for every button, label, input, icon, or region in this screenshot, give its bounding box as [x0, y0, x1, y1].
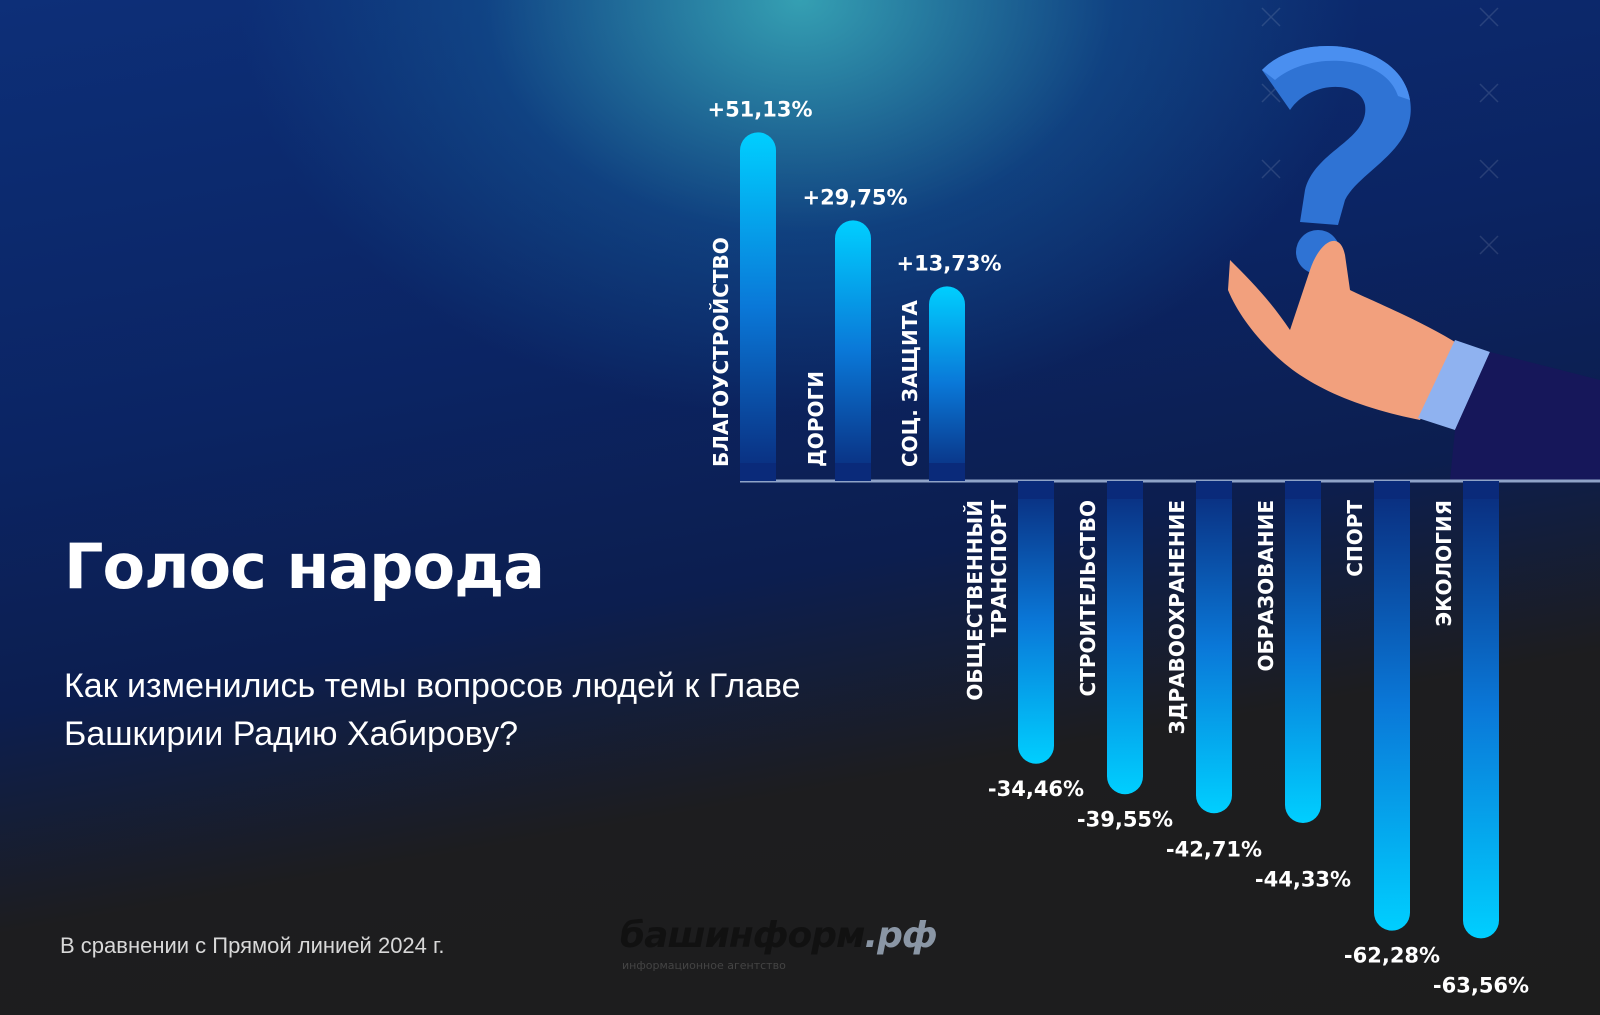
value-label: -42,71% — [1166, 837, 1262, 861]
decor-crosses — [1261, 7, 1499, 255]
bar — [929, 286, 965, 481]
question-hand-illustration — [1228, 46, 1600, 480]
watermark-name: башинформ — [620, 915, 865, 956]
category-label: ДОРОГИ — [804, 371, 828, 467]
bar-base — [1374, 481, 1410, 499]
category-label: СТРОИТЕЛЬСТВО — [1076, 500, 1100, 696]
value-label: -34,46% — [988, 777, 1084, 801]
bar-base — [1463, 481, 1499, 499]
hand — [1228, 240, 1460, 420]
bar-base — [835, 463, 871, 481]
category-label: ЭКОЛОГИЯ — [1432, 500, 1456, 627]
bar — [1374, 481, 1410, 931]
bar — [835, 220, 871, 481]
category-label: ЗДРАВООХРАНЕНИЕ — [1165, 500, 1189, 735]
category-label: БЛАГОУСТРОЙСТВО — [709, 237, 733, 467]
sleeve — [1450, 352, 1600, 480]
question-mark-icon — [1262, 46, 1411, 225]
value-label: -44,33% — [1255, 867, 1351, 891]
bar-base — [929, 463, 965, 481]
bar-base — [740, 463, 776, 481]
bar-base — [1196, 481, 1232, 499]
bar-base — [1285, 481, 1321, 499]
value-label: -62,28% — [1344, 944, 1440, 968]
value-label: +13,73% — [896, 251, 1001, 275]
category-label: СОЦ. ЗАЩИТА — [898, 300, 922, 467]
bar-base — [1107, 481, 1143, 499]
cuff — [1418, 340, 1490, 430]
page-subtitle: Как изменились темы вопросов людей к Гла… — [64, 667, 801, 753]
value-label: -63,56% — [1433, 974, 1529, 998]
value-label: +29,75% — [802, 185, 907, 209]
bar-base — [1018, 481, 1054, 499]
watermark-logo: башинформ.рф — [620, 915, 938, 956]
question-mark-highlight — [1262, 46, 1410, 100]
bar — [1463, 481, 1499, 939]
bar — [740, 132, 776, 481]
value-label: +51,13% — [707, 97, 812, 121]
watermark-domain: .рф — [864, 915, 937, 956]
bar — [1196, 481, 1232, 814]
value-label: -39,55% — [1077, 807, 1173, 831]
bar — [1018, 481, 1054, 764]
page-title: Голос народа — [64, 530, 545, 603]
category-label: ОБЩЕСТВЕННЫЙ — [963, 500, 987, 701]
category-label: ТРАНСПОРТ — [987, 500, 1011, 638]
bar — [1107, 481, 1143, 795]
comparison-note: В сравнении с Прямой линией 2024 г. — [60, 933, 445, 958]
watermark-tagline: информационное агентство — [622, 959, 786, 972]
category-label: ОБРАЗОВАНИЕ — [1254, 500, 1278, 671]
category-label: СПОРТ — [1343, 500, 1367, 577]
bar — [1285, 481, 1321, 823]
